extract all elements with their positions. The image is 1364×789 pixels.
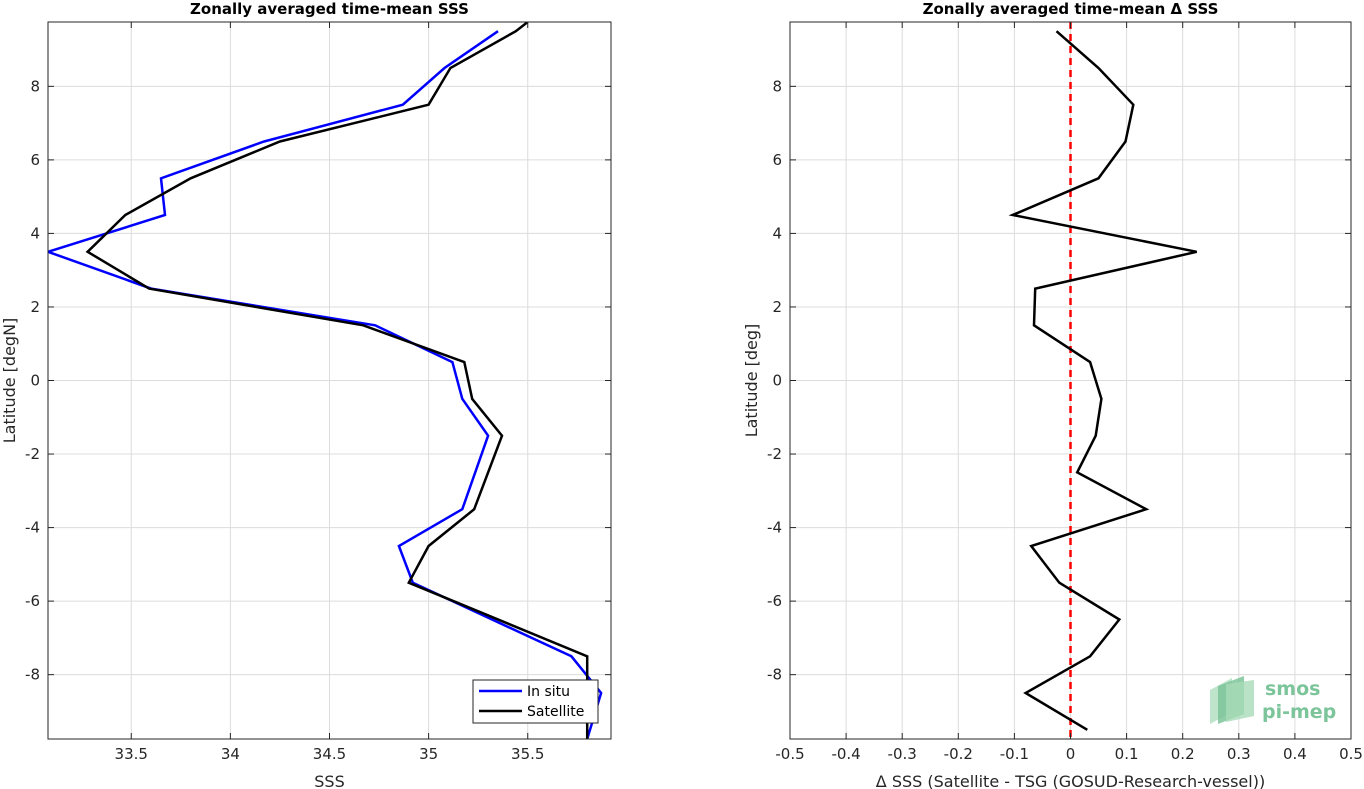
sss-y-tick-label-8: 8 bbox=[30, 77, 40, 95]
sss-y-tick-label-3: -2 bbox=[25, 445, 40, 463]
delta-sss-series bbox=[1008, 22, 1197, 739]
delta-sss-x-tick-label-6: 0.1 bbox=[1115, 745, 1139, 763]
legend-label-satellite: Satellite bbox=[527, 704, 584, 720]
sss-grid bbox=[48, 22, 611, 739]
sss-panel: 33.5 34 34.5 35 35.5 -8 -6 -4 -2 0 2 4 6 8 Zonally av… bbox=[0, 0, 612, 789]
legend-label-in-situ: In situ bbox=[527, 684, 570, 700]
delta-sss-x-axis-label: Δ SSS (Satellite - TSG (GOSUD-Research-v… bbox=[876, 772, 1265, 789]
delta-sss-panel: -0.5 -0.4 -0.3 -0.2 -0.1 0 0.1 0.2 0.3 0.4 0.5 -8 -6… bbox=[742, 0, 1363, 789]
delta-sss-x-tick-label-8: 0.3 bbox=[1227, 745, 1251, 763]
sss-x-tick-label-3: 35 bbox=[419, 745, 438, 763]
logo-text-line2: pi-mep bbox=[1262, 701, 1336, 723]
delta-sss-y-tick-label-1: -6 bbox=[767, 592, 782, 610]
sss-x-tick-label-0: 33.5 bbox=[115, 745, 148, 763]
delta-sss-y-axis-label: Latitude [deg] bbox=[742, 324, 761, 438]
sss-y-tick-label-4: 0 bbox=[30, 372, 40, 390]
delta-sss-grid bbox=[789, 22, 1352, 739]
delta-sss-y-tick-label-8: 8 bbox=[772, 77, 782, 95]
sss-x-tick-label-4: 35.5 bbox=[511, 745, 544, 763]
sss-series bbox=[48, 22, 603, 739]
delta-sss-x-tick-label-5: 0 bbox=[1066, 745, 1076, 763]
sss-ticks: 33.5 34 34.5 35 35.5 -8 -6 -4 -2 0 2 4 6 8 bbox=[25, 22, 611, 763]
delta-sss-series-line-0 bbox=[1008, 30, 1197, 731]
delta-sss-y-tick-label-5: 2 bbox=[772, 298, 782, 316]
delta-sss-y-tick-label-0: -8 bbox=[767, 666, 782, 684]
delta-sss-ticks: -0.5 -0.4 -0.3 -0.2 -0.1 0 0.1 0.2 0.3 0.4 0.5 -8 -6… bbox=[767, 22, 1363, 763]
sss-y-tick-label-5: 2 bbox=[30, 298, 40, 316]
sss-y-tick-label-0: -8 bbox=[25, 666, 40, 684]
delta-sss-chart-title: Zonally averaged time-mean Δ SSS bbox=[923, 0, 1219, 18]
sss-x-tick-label-1: 34 bbox=[221, 745, 240, 763]
delta-sss-y-tick-label-2: -4 bbox=[767, 519, 782, 537]
delta-sss-y-tick-label-7: 6 bbox=[772, 151, 782, 169]
legend: In situ Satellite bbox=[472, 679, 599, 724]
sss-y-axis-label: Latitude [degN] bbox=[0, 318, 19, 444]
sss-y-tick-label-6: 4 bbox=[30, 224, 40, 242]
delta-sss-x-tick-label-2: -0.3 bbox=[888, 745, 917, 763]
sss-y-tick-label-7: 6 bbox=[30, 151, 40, 169]
delta-sss-x-tick-label-9: 0.4 bbox=[1283, 745, 1307, 763]
delta-sss-y-tick-label-4: 0 bbox=[772, 372, 782, 390]
delta-sss-x-tick-label-1: -0.4 bbox=[831, 745, 860, 763]
smos-pi-mep-logo: smos pi-mep bbox=[1210, 676, 1336, 724]
sss-chart-title: Zonally averaged time-mean SSS bbox=[190, 0, 469, 18]
delta-sss-x-tick-label-7: 0.2 bbox=[1171, 745, 1195, 763]
delta-sss-x-tick-label-10: 0.5 bbox=[1339, 745, 1363, 763]
delta-sss-y-tick-label-6: 4 bbox=[772, 224, 782, 242]
delta-sss-x-tick-label-4: -0.1 bbox=[1000, 745, 1029, 763]
sss-x-tick-label-2: 34.5 bbox=[313, 745, 346, 763]
delta-sss-y-tick-label-3: -2 bbox=[767, 445, 782, 463]
sss-series-line-satellite bbox=[85, 22, 589, 739]
legend-box bbox=[472, 679, 599, 724]
logo-shape-front bbox=[1226, 680, 1254, 722]
logo-text-line1: smos bbox=[1265, 678, 1320, 700]
delta-sss-x-tick-label-0: -0.5 bbox=[775, 745, 804, 763]
delta-sss-x-tick-label-3: -0.2 bbox=[944, 745, 973, 763]
sss-y-tick-label-1: -6 bbox=[25, 592, 40, 610]
sss-y-tick-label-2: -4 bbox=[25, 519, 40, 537]
sss-x-axis-label: SSS bbox=[314, 772, 344, 789]
